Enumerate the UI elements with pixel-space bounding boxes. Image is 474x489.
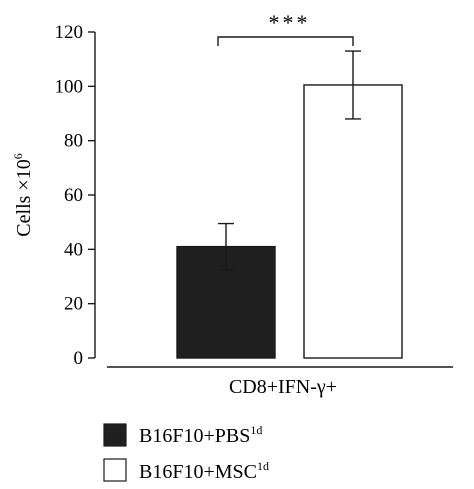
legend-swatch-msc xyxy=(103,458,127,482)
y-tick-label: 100 xyxy=(55,76,84,97)
legend-label-pbs: B16F10+PBS1d xyxy=(139,423,262,447)
bar-b16f10-msc xyxy=(303,84,403,359)
y-axis-title-superscript: 6 xyxy=(11,153,25,159)
bars xyxy=(176,50,403,359)
y-tick-label: 20 xyxy=(64,294,83,315)
legend-label-pbs-superscript: 1d xyxy=(250,423,262,437)
y-tick-label: 80 xyxy=(64,131,83,152)
y-tick-label: 0 xyxy=(74,348,84,369)
y-axis: 0 20 40 60 80 100 120 xyxy=(55,22,96,369)
x-category-label: CD8+IFN-γ+ xyxy=(229,376,337,398)
y-tick-label: 40 xyxy=(64,239,83,260)
error-bar-2 xyxy=(345,50,361,120)
legend-label-msc: B16F10+MSC1d xyxy=(139,459,269,483)
y-axis-title: Cells ×106 xyxy=(11,153,35,236)
legend-swatch-pbs xyxy=(103,423,127,447)
legend-label-msc-superscript: 1d xyxy=(257,459,269,473)
significance-label: *** xyxy=(269,10,311,35)
y-tick-label: 60 xyxy=(64,185,83,206)
significance-bracket xyxy=(217,36,354,46)
legend: B16F10+PBS1d B16F10+MSC1d xyxy=(103,423,269,483)
y-tick-label: 120 xyxy=(55,22,84,43)
error-bar-1 xyxy=(218,222,234,271)
